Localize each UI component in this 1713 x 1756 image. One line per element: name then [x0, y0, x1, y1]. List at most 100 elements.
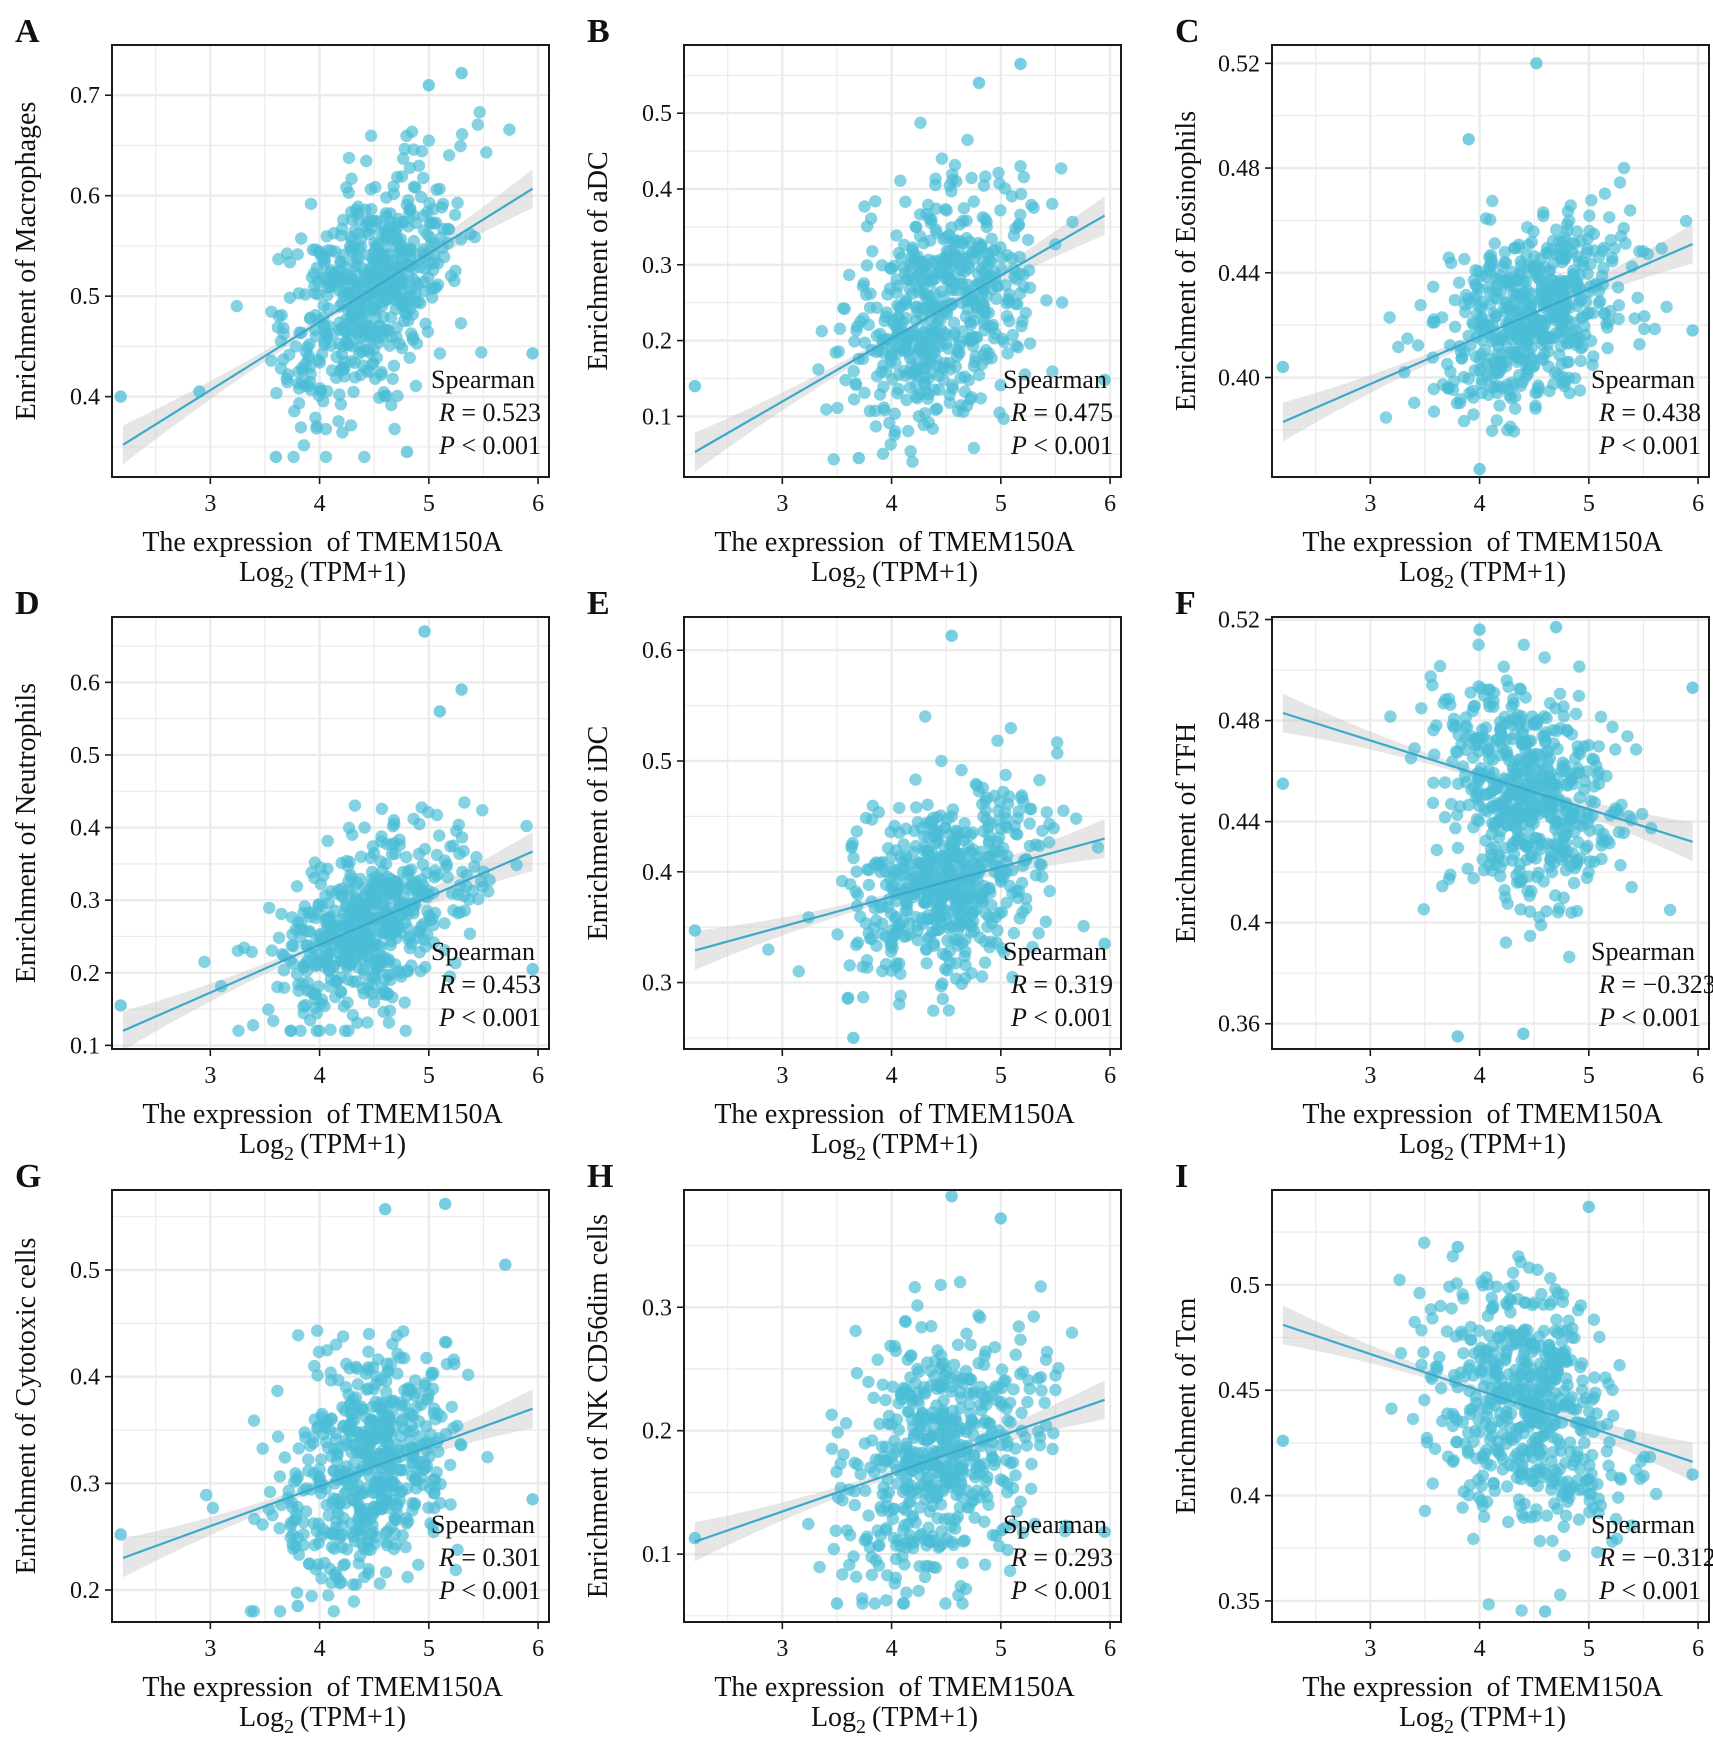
data-point — [1484, 248, 1498, 262]
data-point — [916, 857, 929, 870]
data-point — [277, 353, 290, 366]
data-point — [265, 354, 278, 367]
data-point — [321, 1344, 334, 1357]
data-point — [945, 1380, 958, 1394]
stat-r: R = 0.453 — [438, 970, 541, 999]
data-point — [1570, 767, 1584, 780]
data-point — [883, 416, 896, 430]
data-point — [369, 954, 383, 967]
data-point — [311, 1369, 324, 1382]
data-point — [933, 1469, 946, 1483]
data-point — [419, 317, 432, 330]
data-point — [339, 274, 352, 288]
data-point — [345, 355, 358, 368]
data-point — [378, 1203, 392, 1216]
data-point — [287, 957, 300, 970]
data-point — [1628, 312, 1641, 325]
data-point — [831, 1426, 844, 1439]
y-tick-label: 0.4 — [642, 177, 672, 203]
data-point — [1507, 692, 1520, 706]
data-point — [1014, 208, 1027, 221]
data-point — [909, 1377, 922, 1390]
data-point — [434, 1496, 447, 1510]
data-point — [984, 817, 997, 831]
data-point — [792, 965, 805, 978]
data-point — [247, 1605, 260, 1618]
data-point — [1538, 651, 1551, 664]
data-point — [929, 172, 942, 185]
data-point — [400, 307, 413, 320]
plot-frame — [111, 44, 550, 478]
x-tick-label: 5 — [995, 1636, 1007, 1662]
data-point — [473, 106, 486, 119]
data-point — [1462, 133, 1475, 146]
data-point — [945, 629, 958, 642]
data-point — [994, 379, 1007, 392]
x-tick-label: 4 — [1474, 1063, 1486, 1089]
data-point — [266, 1509, 279, 1522]
data-point — [968, 355, 982, 368]
data-point — [1540, 711, 1553, 725]
data-point — [287, 450, 300, 464]
data-point — [1558, 379, 1571, 393]
data-point — [444, 1458, 457, 1472]
data-point — [366, 971, 380, 984]
data-point — [1542, 360, 1555, 373]
data-point — [918, 1570, 932, 1584]
data-point — [289, 340, 302, 353]
data-point — [1015, 319, 1028, 333]
data-point — [284, 1024, 297, 1038]
data-point — [885, 964, 898, 977]
panel-letter: H — [587, 1158, 613, 1195]
x-axis-subtitle: Log2 (TPM+1) — [239, 1129, 406, 1165]
data-point — [922, 831, 935, 844]
data-point — [840, 1417, 853, 1430]
data-point — [998, 806, 1012, 819]
data-point — [1595, 833, 1609, 846]
data-point — [425, 1369, 438, 1382]
x-tick-label: 6 — [532, 491, 544, 517]
data-point — [1514, 255, 1528, 268]
y-tick-label: 0.3 — [642, 1295, 672, 1321]
data-point — [1570, 855, 1584, 869]
data-point — [869, 195, 882, 208]
data-point — [931, 313, 944, 327]
data-point — [843, 268, 856, 282]
data-point — [362, 883, 376, 896]
data-point — [851, 320, 864, 333]
data-point — [922, 416, 935, 429]
x-tick-label: 5 — [995, 1063, 1007, 1089]
x-tick-label: 3 — [1364, 1063, 1376, 1089]
y-tick-label: 0.4 — [70, 385, 100, 411]
data-point — [299, 357, 312, 371]
data-point — [1029, 838, 1043, 851]
data-point — [957, 905, 970, 918]
data-point — [284, 1519, 298, 1532]
data-point — [1582, 812, 1595, 825]
data-point — [1531, 870, 1544, 884]
y-tick-label: 0.36 — [1218, 1012, 1260, 1038]
data-point — [415, 190, 428, 204]
stat-r: R = 0.475 — [1010, 398, 1113, 427]
data-point — [914, 116, 927, 129]
data-point — [1003, 314, 1016, 328]
data-point — [386, 991, 399, 1004]
data-point — [275, 309, 288, 322]
data-point — [329, 275, 343, 288]
data-point — [911, 1299, 924, 1312]
data-point — [1530, 57, 1543, 70]
data-point — [1543, 860, 1556, 874]
data-point — [388, 1527, 402, 1540]
data-point — [1523, 929, 1537, 943]
data-point — [1426, 1477, 1440, 1490]
y-tick-label: 0.2 — [70, 961, 100, 987]
data-point — [1430, 843, 1444, 857]
data-point — [1473, 799, 1486, 813]
panel-letter: A — [15, 13, 40, 50]
data-point — [362, 1361, 375, 1374]
data-point — [888, 407, 901, 420]
data-point — [1612, 826, 1626, 839]
x-tick-label: 4 — [886, 1636, 898, 1662]
